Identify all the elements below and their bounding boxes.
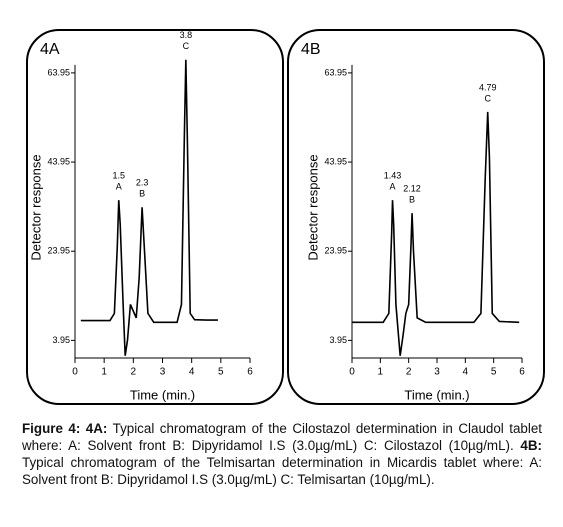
x-tick-label: 6 (247, 367, 253, 378)
peak-letter: C (484, 93, 491, 103)
y-tick-label: 23.95 (324, 246, 347, 256)
peak-letter: B (139, 189, 145, 199)
y-tick-label: 3.95 (329, 335, 347, 345)
caption-figure: Figure 4: (22, 421, 81, 436)
panel-label: 4B (301, 41, 321, 58)
x-tick-label: 5 (218, 367, 224, 378)
x-axis-label: Time (min.) (130, 387, 195, 402)
y-tick-label: 3.95 (52, 335, 70, 345)
x-tick-label: 3 (160, 367, 166, 378)
caption-text: Typical chromatogram of the Cilostazol d… (22, 421, 543, 453)
peak-time: 2.3 (136, 178, 149, 188)
y-tick-label: 43.95 (324, 156, 347, 166)
peak-time: 1.5 (112, 171, 125, 181)
caption: Figure 4: 4A: Typical chromatogram of th… (22, 420, 542, 488)
peak-time: 2.12 (403, 183, 421, 193)
peak-letter: B (409, 194, 415, 204)
trace (352, 111, 520, 356)
y-tick-label: 23.95 (47, 246, 70, 256)
x-tick-label: 6 (519, 367, 525, 378)
x-tick-label: 4 (463, 367, 469, 378)
panel-frame (287, 29, 545, 405)
x-tick-label: 2 (131, 367, 137, 378)
panel-label: 4A (40, 41, 60, 58)
y-axis-label: Detector response (305, 154, 320, 260)
peak-letter: A (390, 182, 396, 192)
x-axis-label: Time (min.) (404, 387, 469, 402)
x-tick-label: 2 (406, 367, 412, 378)
trace (80, 59, 218, 356)
peak-time: 3.8 (180, 30, 193, 40)
y-tick-label: 63.95 (47, 67, 70, 77)
peak-time: 1.43 (384, 171, 402, 181)
x-tick-label: 4 (189, 367, 195, 378)
peak-letter: A (116, 182, 122, 192)
caption-text: Typical chromatogram of the Telmisartan … (22, 455, 542, 487)
y-tick-label: 63.95 (324, 67, 347, 77)
x-tick-label: 0 (72, 367, 78, 378)
peak-letter: C (183, 41, 190, 51)
y-axis-label: Detector response (28, 154, 43, 260)
x-tick-label: 3 (434, 367, 440, 378)
x-tick-label: 5 (491, 367, 497, 378)
x-tick-label: 1 (378, 367, 384, 378)
caption-label: 4A: (85, 421, 108, 436)
x-tick-label: 0 (349, 367, 355, 378)
caption-label: 4B: (520, 438, 542, 453)
peak-time: 4.79 (479, 82, 497, 92)
x-tick-label: 1 (101, 367, 107, 378)
y-tick-label: 43.95 (47, 156, 70, 166)
panel-frame (26, 29, 284, 405)
